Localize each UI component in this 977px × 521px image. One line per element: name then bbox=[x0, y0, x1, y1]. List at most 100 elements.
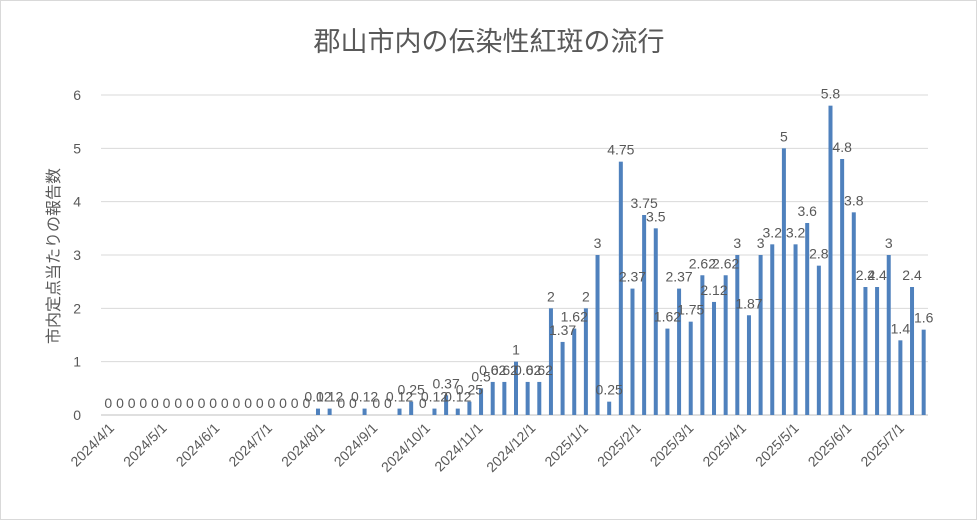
data-label: 1.6 bbox=[914, 310, 934, 326]
y-tick-label: 3 bbox=[73, 247, 81, 263]
data-label: 3 bbox=[594, 235, 602, 251]
data-label: 0 bbox=[174, 395, 182, 411]
data-label: 0 bbox=[419, 395, 427, 411]
data-label: 3.6 bbox=[797, 203, 817, 219]
x-tick-label: 2024/7/1 bbox=[225, 420, 275, 470]
data-label: 1.87 bbox=[735, 295, 762, 311]
bar bbox=[746, 315, 751, 415]
bar bbox=[863, 287, 868, 415]
bar bbox=[723, 275, 728, 415]
data-label: 3.5 bbox=[646, 208, 666, 224]
data-label: 3 bbox=[733, 235, 741, 251]
data-label: 0 bbox=[233, 395, 241, 411]
bar bbox=[444, 395, 449, 415]
data-label: 0 bbox=[163, 395, 171, 411]
data-label: 2.37 bbox=[665, 269, 692, 285]
data-label: 0.12 bbox=[351, 389, 378, 405]
x-tick-label: 2025/3/1 bbox=[647, 420, 697, 470]
data-label: 0.37 bbox=[432, 375, 459, 391]
data-label: 5.8 bbox=[821, 86, 841, 102]
data-label: 0 bbox=[384, 395, 392, 411]
data-label: 0 bbox=[349, 395, 357, 411]
chart-title: 郡山市内の伝染性紅斑の流行 bbox=[314, 27, 665, 58]
data-label: 1.75 bbox=[677, 302, 704, 318]
bar bbox=[642, 215, 647, 415]
data-label: 0 bbox=[267, 395, 275, 411]
bar bbox=[467, 401, 472, 415]
x-tick-label: 2024/6/1 bbox=[173, 420, 223, 470]
bar bbox=[560, 341, 565, 415]
data-label: 0 bbox=[139, 395, 147, 411]
data-label: 0 bbox=[151, 395, 159, 411]
bar bbox=[479, 388, 484, 415]
bar bbox=[816, 265, 821, 415]
data-label: 3.8 bbox=[844, 192, 864, 208]
data-label: 0 bbox=[186, 395, 194, 411]
data-label: 0.5 bbox=[471, 368, 491, 384]
data-label: 2.12 bbox=[700, 282, 727, 298]
data-label: 0.12 bbox=[444, 389, 471, 405]
data-label: 2.62 bbox=[712, 255, 739, 271]
data-label: 0.25 bbox=[596, 382, 623, 398]
bar bbox=[432, 408, 437, 415]
data-label: 0.62 bbox=[491, 362, 518, 378]
data-label: 2.62 bbox=[689, 255, 716, 271]
data-label: 0 bbox=[104, 395, 112, 411]
data-label: 3.75 bbox=[631, 195, 658, 211]
bar bbox=[397, 408, 402, 415]
bar bbox=[770, 244, 775, 415]
bar bbox=[502, 381, 507, 415]
data-label: 0.25 bbox=[456, 382, 483, 398]
bar bbox=[583, 308, 588, 415]
data-label: 0.12 bbox=[386, 389, 413, 405]
bar bbox=[595, 255, 600, 415]
data-label: 4.75 bbox=[607, 142, 634, 158]
bar bbox=[548, 308, 553, 415]
data-label: 3 bbox=[757, 235, 765, 251]
y-tick-label: 4 bbox=[73, 194, 81, 210]
x-tick-label: 2024/12/1 bbox=[483, 420, 539, 476]
bar bbox=[630, 288, 635, 415]
bar bbox=[514, 361, 518, 415]
data-label: 0 bbox=[244, 395, 252, 411]
data-label: 0 bbox=[279, 395, 287, 411]
bar bbox=[700, 275, 705, 415]
bar bbox=[315, 408, 320, 415]
bar bbox=[793, 244, 798, 415]
y-axis-label: 市内定点当たりの報告数 bbox=[44, 168, 63, 344]
data-label: 2.4 bbox=[856, 267, 876, 283]
bar bbox=[618, 161, 623, 415]
x-tick-label: 2025/2/1 bbox=[594, 420, 644, 470]
x-axis-ticks: 2024/4/1 2024/5/1 2024/6/1 2024/7/1 2024/8/1… bbox=[67, 420, 907, 476]
bar bbox=[327, 408, 332, 415]
data-label: 0.62 bbox=[526, 362, 553, 378]
data-label: 4.8 bbox=[832, 139, 852, 155]
bar bbox=[921, 329, 926, 415]
data-label: 1 bbox=[512, 342, 520, 358]
x-tick-label: 2025/6/1 bbox=[805, 420, 855, 470]
data-label: 0 bbox=[198, 395, 206, 411]
bar bbox=[688, 321, 693, 415]
y-axis-ticks: 0 1 2 3 4 5 6 bbox=[73, 87, 81, 423]
bar bbox=[362, 408, 367, 415]
bar bbox=[572, 328, 577, 415]
x-tick-label: 2025/1/1 bbox=[541, 420, 591, 470]
y-tick-label: 5 bbox=[73, 140, 81, 156]
data-label: 2 bbox=[547, 288, 555, 304]
bar bbox=[840, 159, 845, 415]
bar bbox=[758, 255, 763, 415]
data-label: 0 bbox=[128, 395, 136, 411]
data-label: 0.62 bbox=[514, 362, 541, 378]
x-tick-label: 2024/8/1 bbox=[278, 420, 328, 470]
data-label: 3.2 bbox=[786, 224, 806, 240]
bar bbox=[781, 148, 786, 416]
data-label: 3 bbox=[885, 235, 893, 251]
x-tick-label: 2024/4/1 bbox=[67, 420, 117, 470]
y-tick-label: 1 bbox=[73, 354, 81, 370]
data-label: 0.12 bbox=[304, 389, 331, 405]
data-label: 0 bbox=[291, 395, 299, 411]
bar bbox=[490, 381, 495, 415]
data-label: 2.8 bbox=[809, 246, 829, 262]
